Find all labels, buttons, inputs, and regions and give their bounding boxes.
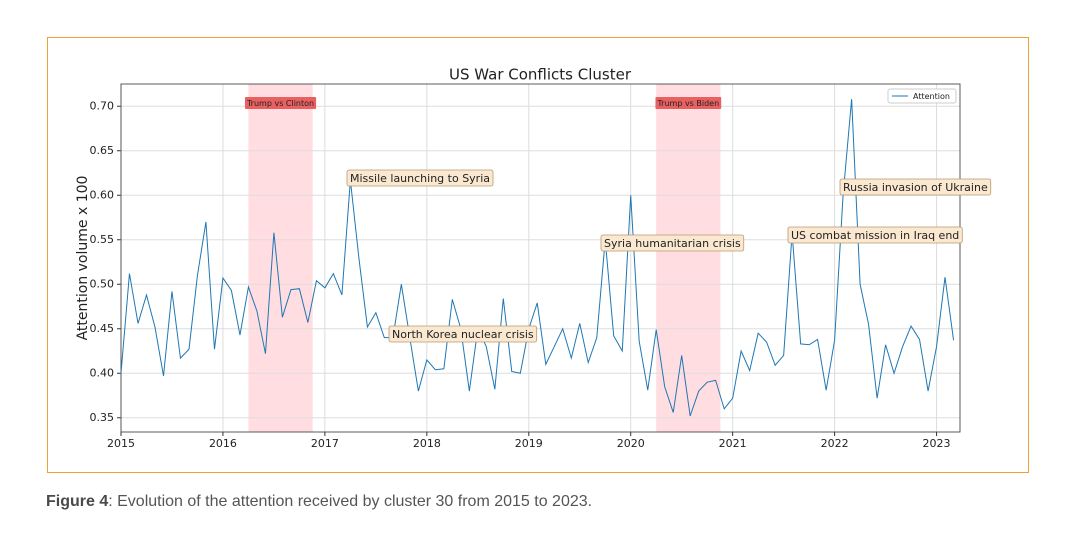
- y-tick-label: 0.60: [90, 188, 115, 201]
- annotation-box: [787, 226, 963, 244]
- annotation: Russia invasion of Ukraine: [843, 181, 988, 194]
- span-label: Trump vs Biden: [656, 99, 719, 108]
- shaded-span: [656, 84, 721, 432]
- caption-text: : Evolution of the attention received by…: [108, 493, 593, 510]
- x-tick-label: 2022: [821, 437, 849, 450]
- y-tick-label: 0.55: [90, 233, 115, 246]
- x-tick-label: 2015: [107, 437, 135, 450]
- y-tick-label: 0.50: [90, 277, 115, 290]
- y-tick-label: 0.70: [90, 99, 115, 112]
- annotation: Missile launching to Syria: [350, 172, 490, 185]
- span-label: Trump vs Clinton: [246, 99, 314, 108]
- y-tick-label: 0.45: [90, 322, 115, 335]
- annotation: North Korea nuclear crisis: [392, 328, 534, 341]
- y-tick-label: 0.40: [90, 366, 115, 379]
- y-axis-label: Attention volume x 100: [75, 176, 91, 341]
- chart-title: US War Conflicts Cluster: [449, 66, 632, 84]
- span-label-box: [244, 97, 317, 109]
- legend-label: Attention: [913, 92, 950, 101]
- figure-frame: [47, 37, 1029, 473]
- x-tick-label: 2021: [719, 437, 747, 450]
- annotation: Syria humanitarian crisis: [604, 237, 741, 250]
- y-tick-label: 0.35: [90, 411, 115, 424]
- annotation-box: [600, 234, 745, 252]
- annotation-box: [839, 178, 992, 196]
- y-tick-label: 0.65: [90, 144, 115, 157]
- x-tick-label: 2019: [515, 437, 543, 450]
- x-tick-label: 2017: [311, 437, 339, 450]
- x-tick-label: 2020: [617, 437, 645, 450]
- x-tick-label: 2018: [413, 437, 441, 450]
- annotation: US combat mission in Iraq end: [791, 229, 959, 242]
- x-tick-label: 2023: [923, 437, 951, 450]
- shaded-span: [248, 84, 313, 432]
- legend-box: [887, 88, 957, 104]
- plot-frame: [120, 83, 961, 433]
- data-line: [120, 99, 955, 417]
- span-label-box: [655, 97, 722, 109]
- caption-label: Figure 4: [46, 493, 109, 510]
- x-tick-label: 2016: [209, 437, 237, 450]
- caption: Figure 4: Evolution of the attention rec…: [46, 493, 592, 511]
- annotation-box: [346, 169, 494, 187]
- annotation-box: [388, 325, 538, 343]
